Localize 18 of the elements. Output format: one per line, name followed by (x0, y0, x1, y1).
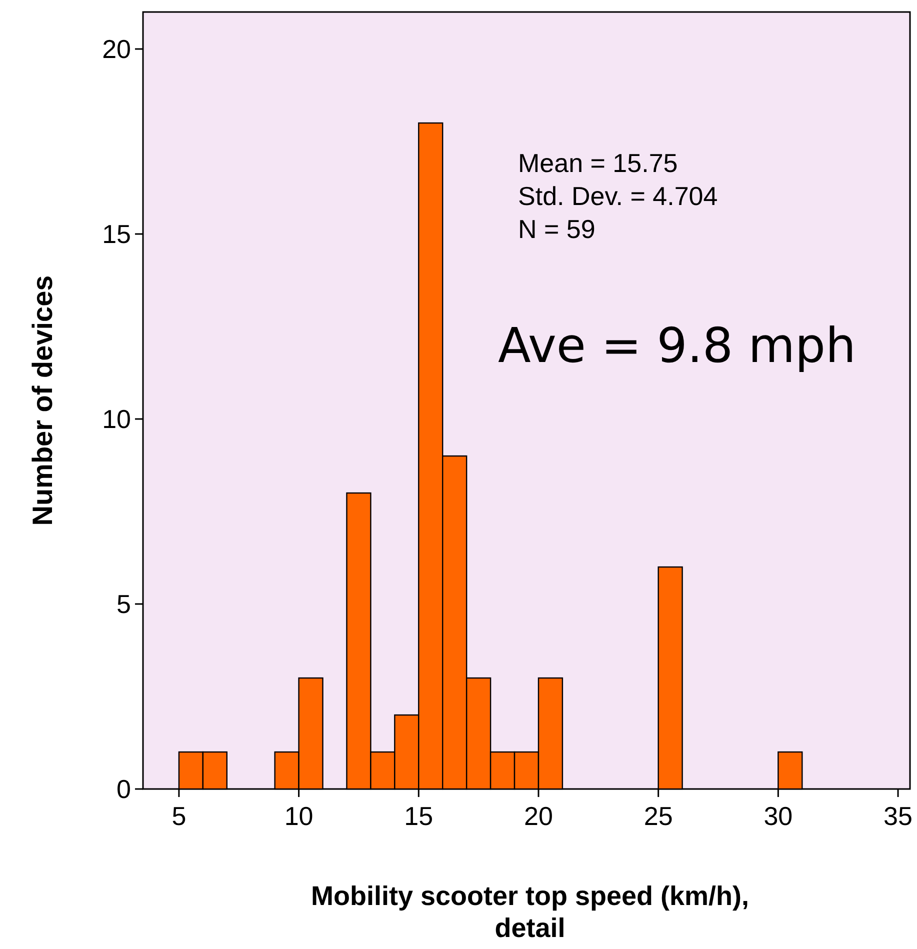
x-axis-title: Mobility scooter top speed (km/h), detail (310, 881, 750, 943)
y-tick-label: 5 (116, 589, 131, 620)
x-tick-label: 5 (172, 801, 186, 831)
annotation: Ave = 9.8 mph (498, 318, 856, 374)
annotation: Std. Dev. = 4.704 (518, 181, 718, 211)
x-tick-label: 20 (524, 801, 553, 831)
x-tick-label: 15 (404, 801, 434, 831)
x-tick-label: 35 (884, 801, 912, 831)
x-tick-label: 10 (284, 801, 314, 831)
y-tick-label: 15 (102, 219, 131, 250)
x-tick-label: 25 (644, 801, 673, 831)
y-axis-title: Number of devices (27, 275, 58, 526)
annotation: Mean = 15.75 (518, 148, 678, 178)
annotation: N = 59 (518, 214, 596, 244)
y-tick-label: 20 (102, 34, 131, 64)
y-tick-label: 10 (102, 404, 131, 434)
x-tick-label: 30 (764, 801, 793, 831)
y-tick-label: 0 (116, 774, 131, 804)
